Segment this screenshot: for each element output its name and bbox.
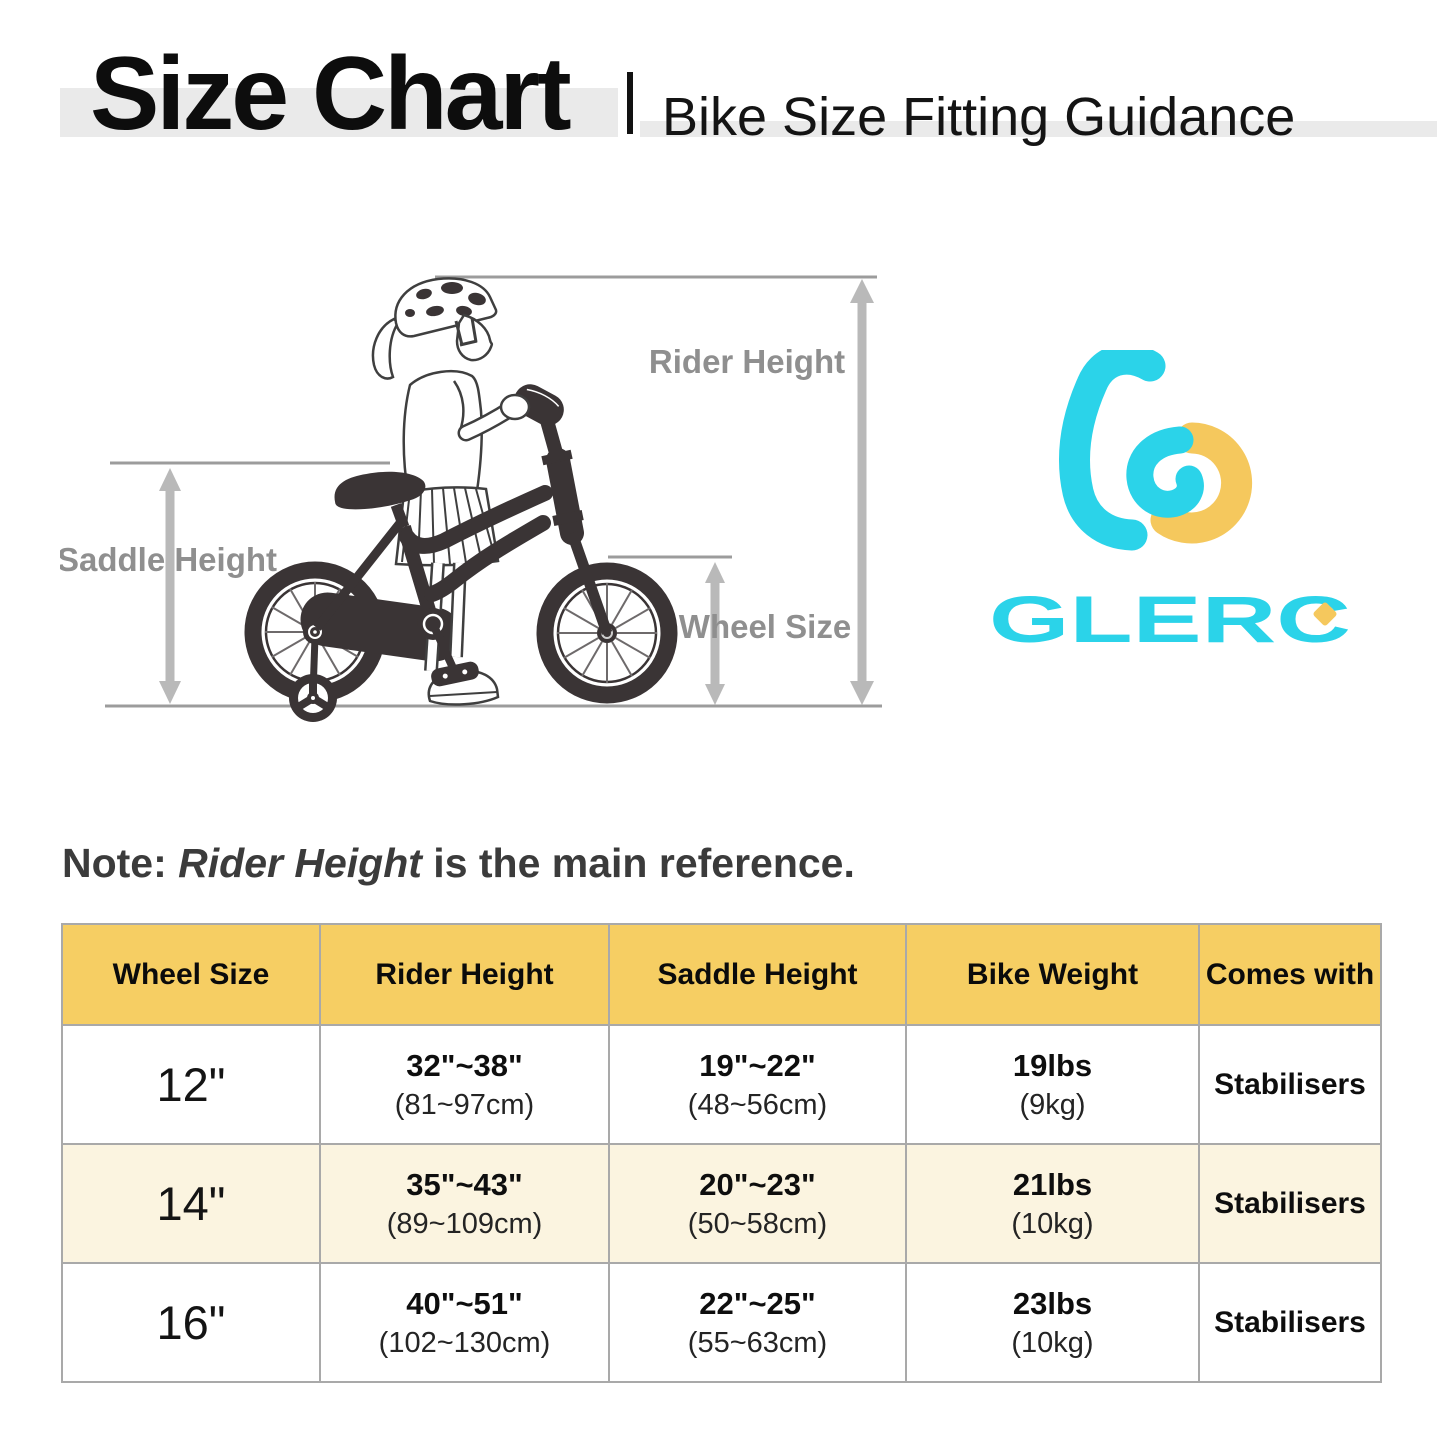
- size-table: Wheel Size Rider Height Saddle Height Bi…: [61, 923, 1382, 1383]
- table-row: 14" 35"~43" (89~109cm) 20"~23" (50~58cm)…: [61, 1143, 1382, 1264]
- pedal: [431, 661, 479, 687]
- rider-height-cm: (81~97cm): [394, 1088, 535, 1121]
- rider-height-cm: (102~130cm): [378, 1326, 551, 1359]
- rider-height-in: 35"~43": [406, 1167, 523, 1203]
- wheel-size-value: 12": [156, 1058, 226, 1111]
- bike-fitting-diagram: Rider Height Saddle Height Wheel Size: [60, 275, 882, 722]
- note-line: Note: Rider Height is the main reference…: [62, 840, 855, 887]
- wordmark-diamond-icon: [1313, 602, 1337, 626]
- note-emphasis: Rider Height: [178, 840, 422, 886]
- training-wheel: [289, 674, 337, 722]
- bike-frame: [313, 384, 613, 635]
- brand-logo: GLERC: [989, 350, 1351, 650]
- rider-height-in: 32"~38": [406, 1048, 523, 1084]
- comes-with-value: Stabilisers: [1214, 1305, 1366, 1339]
- saddle-height-cm: (55~63cm): [687, 1326, 828, 1359]
- wheel-size-value: 16": [156, 1296, 226, 1349]
- subtitle-highlight-bar: [640, 121, 1437, 137]
- comes-with-value: Stabilisers: [1214, 1067, 1366, 1101]
- hand: [499, 393, 531, 421]
- col-header-comes-with: Comes with: [1198, 923, 1382, 1026]
- saddle-height-annotation: Saddle Height: [60, 461, 390, 704]
- rider-height-in: 40"~51": [406, 1286, 523, 1322]
- saddle-height-in: 20"~23": [699, 1167, 816, 1203]
- rider-height-label: Rider Height: [649, 343, 845, 380]
- page-title: Size Chart: [90, 36, 572, 152]
- bike-weight-lbs: 23lbs: [1012, 1286, 1093, 1322]
- bike-illustration: [253, 570, 669, 722]
- col-header-rider-height: Rider Height: [319, 923, 610, 1026]
- saddle-height-in: 22"~25": [699, 1286, 816, 1322]
- table-header-row: Wheel Size Rider Height Saddle Height Bi…: [61, 923, 1382, 1026]
- bike-weight-kg: (10kg): [1011, 1207, 1094, 1240]
- bike-weight-kg: (9kg): [1019, 1088, 1086, 1121]
- wheel-size-value: 14": [156, 1177, 226, 1230]
- crank-and-pedal: [417, 608, 479, 687]
- helmet-vents: [405, 282, 486, 317]
- bike-weight-lbs: 21lbs: [1012, 1167, 1093, 1203]
- wheel-size-label: Wheel Size: [679, 608, 851, 645]
- title-divider: [627, 72, 633, 134]
- comes-with-value: Stabilisers: [1214, 1186, 1366, 1220]
- bike-weight-lbs: 19lbs: [1012, 1048, 1093, 1084]
- title-highlight-bar: [60, 88, 618, 137]
- saddle-height-cm: (48~56cm): [687, 1088, 828, 1121]
- rider-height-annotation: Rider Height: [435, 275, 877, 705]
- saddle-height-label: Saddle Height: [60, 541, 277, 578]
- logo-mark-icon: [1058, 350, 1253, 551]
- brand-wordmark: GLERC: [989, 582, 1351, 650]
- saddle: [334, 471, 426, 510]
- table-row: 16" 40"~51" (102~130cm) 22"~25" (55~63cm…: [61, 1262, 1382, 1383]
- saddle-height-cm: (50~58cm): [687, 1207, 828, 1240]
- wheel-size-annotation: Wheel Size: [608, 555, 851, 705]
- table-row: 12" 32"~38" (81~97cm) 19"~22" (48~56cm) …: [61, 1024, 1382, 1145]
- note-prefix: Note:: [62, 840, 179, 886]
- page-subtitle: Bike Size Fitting Guidance: [662, 87, 1296, 147]
- rider-height-cm: (89~109cm): [386, 1207, 543, 1240]
- note-suffix: is the main reference.: [421, 840, 855, 886]
- rider-arm: [457, 393, 531, 442]
- col-header-wheel-size: Wheel Size: [61, 923, 321, 1026]
- col-header-bike-weight: Bike Weight: [905, 923, 1200, 1026]
- saddle-height-in: 19"~22": [699, 1048, 816, 1084]
- bike-weight-kg: (10kg): [1011, 1326, 1094, 1359]
- chain-guard: [300, 592, 462, 662]
- col-header-saddle-height: Saddle Height: [608, 923, 907, 1026]
